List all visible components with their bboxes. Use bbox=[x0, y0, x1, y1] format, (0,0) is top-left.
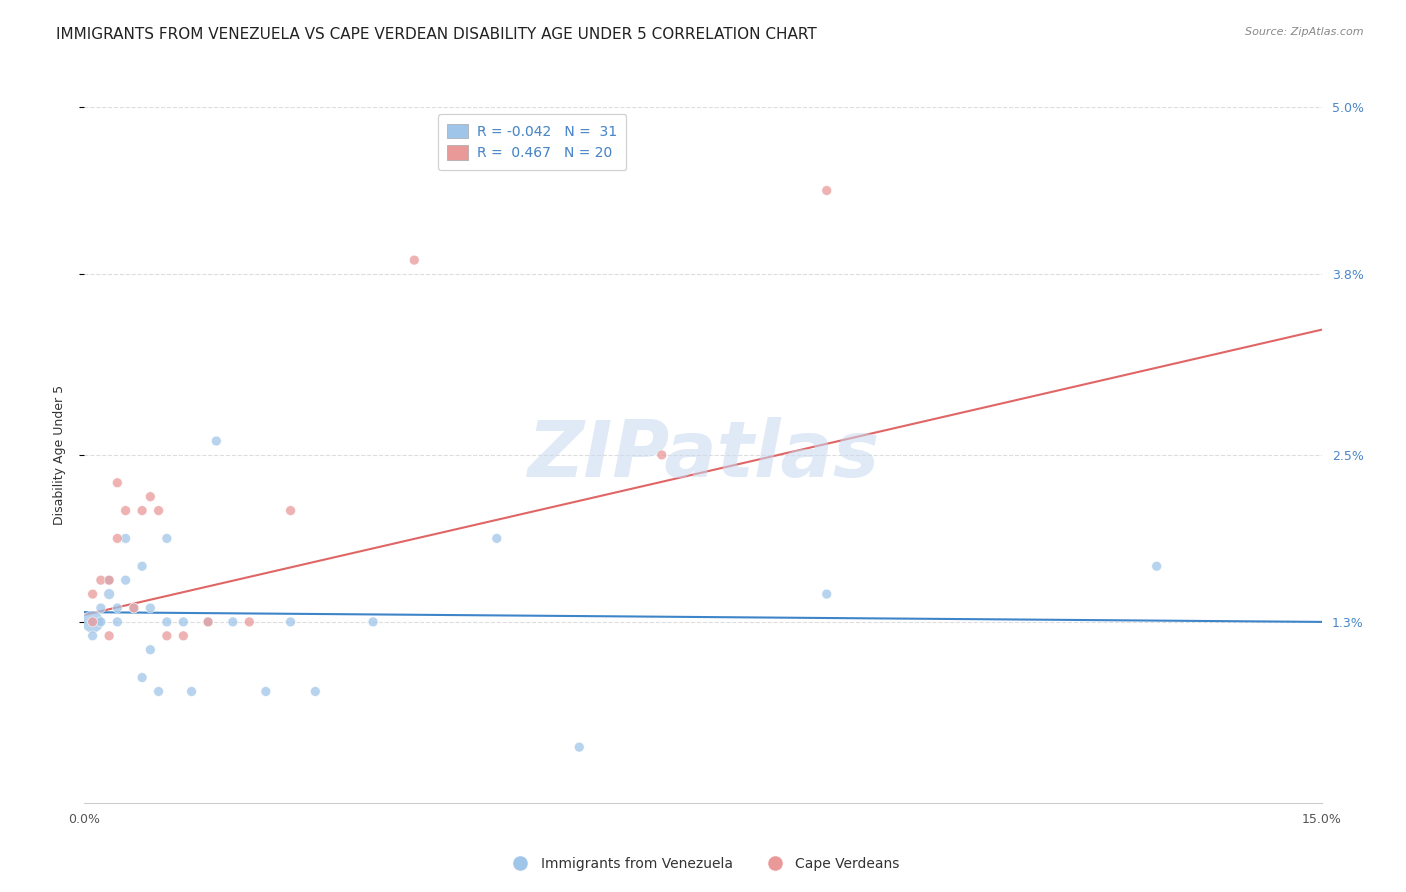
Point bbox=[139, 490, 162, 504]
Point bbox=[90, 573, 112, 587]
Legend: R = -0.042   N =  31, R =  0.467   N = 20: R = -0.042 N = 31, R = 0.467 N = 20 bbox=[437, 114, 627, 170]
Point bbox=[105, 475, 128, 490]
Point bbox=[114, 532, 136, 546]
Point bbox=[90, 601, 112, 615]
Point bbox=[148, 503, 170, 517]
Point bbox=[131, 559, 153, 574]
Point bbox=[254, 684, 277, 698]
Point bbox=[568, 740, 591, 755]
Point bbox=[156, 615, 179, 629]
Point bbox=[122, 601, 145, 615]
Point bbox=[82, 629, 104, 643]
Point bbox=[280, 503, 302, 517]
Point bbox=[156, 532, 179, 546]
Point bbox=[105, 601, 128, 615]
Point bbox=[1146, 559, 1168, 574]
Point bbox=[815, 587, 838, 601]
Point bbox=[114, 573, 136, 587]
Point bbox=[98, 573, 121, 587]
Point bbox=[172, 615, 194, 629]
Point bbox=[98, 629, 121, 643]
Text: IMMIGRANTS FROM VENEZUELA VS CAPE VERDEAN DISABILITY AGE UNDER 5 CORRELATION CHA: IMMIGRANTS FROM VENEZUELA VS CAPE VERDEA… bbox=[56, 27, 817, 42]
Point bbox=[651, 448, 673, 462]
Point bbox=[148, 684, 170, 698]
Point bbox=[304, 684, 326, 698]
Point bbox=[404, 253, 426, 268]
Point bbox=[82, 587, 104, 601]
Text: Source: ZipAtlas.com: Source: ZipAtlas.com bbox=[1246, 27, 1364, 37]
Point bbox=[105, 615, 128, 629]
Point bbox=[815, 184, 838, 198]
Point bbox=[114, 503, 136, 517]
Point bbox=[238, 615, 260, 629]
Point bbox=[122, 601, 145, 615]
Point bbox=[361, 615, 384, 629]
Point bbox=[139, 601, 162, 615]
Point bbox=[197, 615, 219, 629]
Point bbox=[156, 629, 179, 643]
Point bbox=[139, 642, 162, 657]
Text: ZIPatlas: ZIPatlas bbox=[527, 417, 879, 493]
Point bbox=[105, 532, 128, 546]
Point bbox=[197, 615, 219, 629]
Point bbox=[172, 629, 194, 643]
Point bbox=[180, 684, 202, 698]
Legend: Immigrants from Venezuela, Cape Verdeans: Immigrants from Venezuela, Cape Verdeans bbox=[501, 851, 905, 876]
Point bbox=[485, 532, 508, 546]
Point bbox=[280, 615, 302, 629]
Point bbox=[205, 434, 228, 448]
Y-axis label: Disability Age Under 5: Disability Age Under 5 bbox=[53, 384, 66, 525]
Point bbox=[82, 615, 104, 629]
Point bbox=[131, 503, 153, 517]
Point bbox=[131, 671, 153, 685]
Point bbox=[98, 573, 121, 587]
Point bbox=[82, 615, 104, 629]
Point bbox=[90, 615, 112, 629]
Point bbox=[98, 587, 121, 601]
Point bbox=[222, 615, 245, 629]
